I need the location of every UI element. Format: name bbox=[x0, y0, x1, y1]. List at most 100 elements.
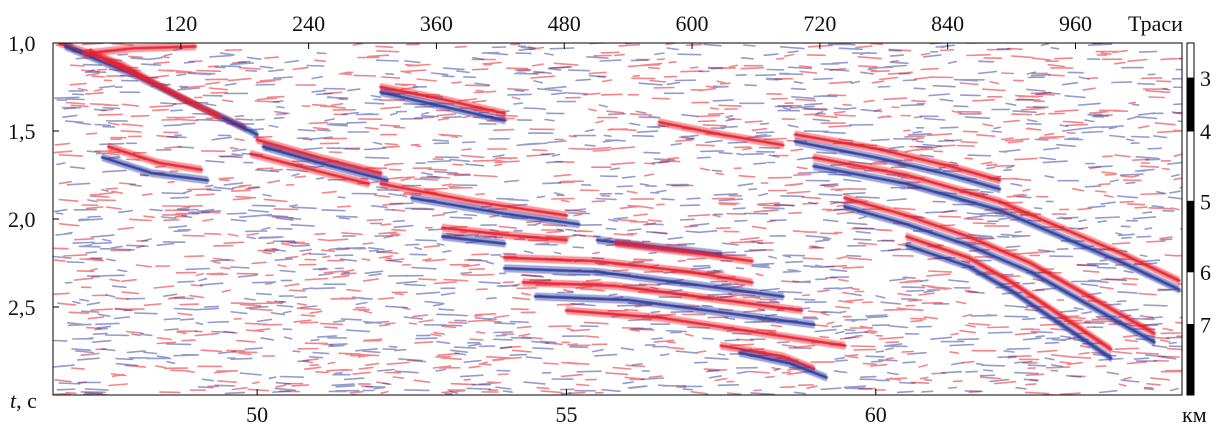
left-axis-time: 1,0 1,5 2,0 2,5 bbox=[8, 31, 59, 320]
reflector-blue bbox=[812, 164, 1181, 291]
reflector-blue bbox=[794, 137, 1001, 187]
top-tick-label: 840 bbox=[931, 11, 964, 36]
reflector-red bbox=[521, 280, 804, 313]
reflector-red bbox=[565, 312, 846, 350]
reflector-red bbox=[658, 118, 784, 143]
scale-segment bbox=[1186, 271, 1195, 326]
reflector-red bbox=[905, 232, 1112, 347]
reflector-red bbox=[794, 130, 1001, 179]
reflector-red bbox=[719, 344, 816, 371]
reflector-blue bbox=[533, 294, 816, 327]
reflector-blue bbox=[261, 145, 389, 182]
reflector-red bbox=[250, 150, 370, 182]
reflector-blue bbox=[843, 205, 1156, 344]
reflector-blue bbox=[411, 200, 580, 229]
reflector-blue bbox=[793, 140, 1002, 191]
reflector-blue bbox=[844, 202, 1155, 340]
reflector-red bbox=[522, 278, 803, 309]
reflector-blue bbox=[441, 235, 507, 246]
top-axis-traces: 120 240 360 480 600 720 840 960 bbox=[164, 11, 1092, 49]
reflector-blue bbox=[905, 241, 1112, 356]
reflector-red bbox=[503, 256, 754, 284]
reflector-red bbox=[720, 341, 815, 367]
reflector-events bbox=[57, 43, 1181, 382]
scale-label: 7 bbox=[1200, 313, 1211, 338]
reflector-blue bbox=[738, 351, 828, 379]
reflector-red bbox=[83, 43, 197, 52]
reflector-red bbox=[905, 235, 1113, 351]
noise-blue bbox=[53, 43, 1182, 395]
reflector-red bbox=[89, 54, 221, 121]
reflector-red bbox=[615, 245, 753, 265]
reflector-blue bbox=[262, 149, 388, 185]
reflector-red bbox=[813, 159, 1180, 285]
reflector-blue bbox=[813, 168, 1180, 294]
scale-segment bbox=[1186, 130, 1195, 202]
top-tick-label: 600 bbox=[676, 11, 709, 36]
bottom-axis-title: км bbox=[1182, 402, 1207, 427]
scale-segment bbox=[1186, 77, 1195, 132]
top-tick-label: 720 bbox=[803, 11, 836, 36]
reflector-blue bbox=[410, 196, 581, 226]
reflector-red bbox=[843, 196, 1156, 335]
reflector-blue bbox=[596, 236, 722, 252]
top-tick-label: 960 bbox=[1059, 11, 1092, 36]
reflector-red bbox=[615, 239, 753, 259]
reflector-red bbox=[83, 48, 197, 58]
reflector-blue bbox=[101, 159, 209, 185]
reflector-red bbox=[82, 44, 197, 56]
reflector-blue bbox=[534, 292, 815, 323]
reflector-red bbox=[812, 155, 1181, 283]
reflector-blue bbox=[379, 90, 507, 122]
reflector-red bbox=[441, 226, 569, 242]
scale-segment bbox=[1186, 42, 1195, 79]
reflector-blue bbox=[101, 153, 209, 179]
scale-label: 6 bbox=[1200, 260, 1211, 285]
top-tick-label: 120 bbox=[164, 11, 197, 36]
reflector-blue bbox=[503, 266, 785, 298]
reflector-red bbox=[813, 153, 1180, 279]
scale-label: 5 bbox=[1200, 189, 1211, 214]
reflector-blue bbox=[738, 349, 828, 376]
reflector-blue bbox=[844, 208, 1155, 346]
left-tick-label: 1,0 bbox=[8, 31, 36, 56]
left-axis-title: t, с bbox=[10, 388, 37, 413]
reflector-blue bbox=[64, 48, 258, 139]
scale-label: 3 bbox=[1200, 66, 1211, 91]
reflector-red bbox=[107, 143, 203, 168]
seismic-image bbox=[53, 43, 1182, 395]
reflector-blue bbox=[905, 247, 1112, 362]
top-tick-label: 240 bbox=[292, 11, 325, 36]
reflector-blue bbox=[813, 162, 1180, 288]
reflector-blue bbox=[262, 143, 388, 179]
reflector-red bbox=[250, 156, 370, 188]
reflector-red bbox=[905, 238, 1112, 353]
reflector-red bbox=[564, 308, 847, 348]
left-tick-label: 2,5 bbox=[8, 295, 36, 320]
reflector-red bbox=[379, 182, 569, 218]
reflector-red bbox=[89, 48, 221, 115]
top-tick-label: 480 bbox=[548, 11, 581, 36]
scale-label: 4 bbox=[1200, 119, 1211, 144]
right-scale-bar: 3 4 5 6 7 bbox=[1186, 42, 1211, 396]
reflector-red bbox=[255, 138, 383, 175]
reflector-red bbox=[614, 242, 754, 263]
reflector-red bbox=[441, 230, 568, 244]
reflector-red bbox=[379, 85, 507, 115]
reflector-blue bbox=[738, 355, 828, 382]
reflector-blue bbox=[100, 155, 210, 182]
bottom-tick-label: 50 bbox=[246, 402, 268, 427]
left-tick-label: 2,0 bbox=[8, 207, 36, 232]
reflector-red bbox=[844, 200, 1155, 338]
reflector-red bbox=[565, 306, 846, 344]
reflector-red bbox=[441, 224, 568, 238]
reflector-blue bbox=[794, 143, 1001, 193]
left-axis-title-symbol: t bbox=[10, 388, 17, 413]
bottom-tick-label: 60 bbox=[865, 402, 887, 427]
reflector-red bbox=[107, 149, 203, 174]
reflector-red bbox=[380, 180, 568, 214]
reflector-red bbox=[107, 145, 204, 172]
reflector-red bbox=[503, 259, 753, 287]
bottom-axis-km: 50 55 60 bbox=[246, 389, 887, 427]
reflector-red bbox=[256, 136, 382, 171]
